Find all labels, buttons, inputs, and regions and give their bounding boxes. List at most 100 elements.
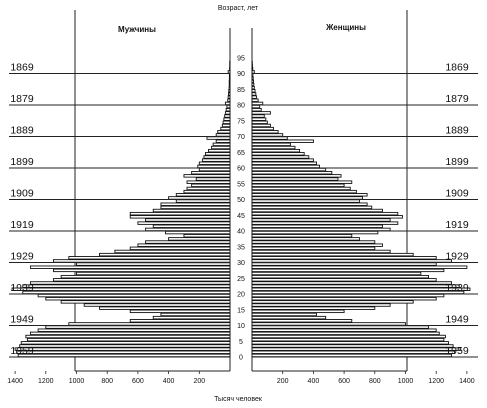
female-tick-label: 400: [308, 378, 320, 385]
age-tick-label: 50: [237, 197, 245, 204]
female-bar: [251, 120, 268, 125]
female-bar: [251, 126, 274, 131]
female-bar: [251, 89, 256, 93]
male-bar: [45, 325, 231, 329]
female-bar: [251, 108, 262, 112]
female-bar: [251, 95, 258, 99]
female-bar: [251, 341, 449, 345]
male-bars: [11, 60, 231, 358]
male-tick-label: 200: [193, 378, 205, 385]
male-bar: [175, 193, 231, 197]
female-bar: [251, 278, 437, 282]
male-bar: [186, 180, 231, 184]
male-bar: [224, 111, 231, 115]
female-bar: [251, 243, 383, 247]
birth-year-label-right: 1889: [445, 125, 469, 137]
female-bar: [251, 208, 383, 213]
male-panel-label: Мужчины: [118, 25, 156, 34]
male-bar: [19, 344, 231, 348]
female-bar: [251, 136, 288, 140]
female-tick-label: 600: [338, 378, 350, 385]
male-bar: [227, 95, 231, 99]
male-bar: [228, 85, 231, 90]
female-bar: [251, 152, 305, 156]
birth-year-label-left: 1919: [10, 219, 34, 231]
birth-year-label-left: 1959: [10, 345, 34, 357]
age-tick-label: 60: [237, 166, 245, 173]
male-bar: [228, 76, 231, 80]
age-tick-label: 30: [237, 260, 245, 267]
birth-year-label-right: 1919: [445, 219, 469, 231]
male-bar: [183, 234, 231, 238]
female-bar: [251, 82, 255, 87]
male-bar: [53, 278, 231, 282]
female-bar: [251, 196, 363, 200]
female-tick-label: 1000: [398, 378, 414, 385]
age-tick-label: 65: [237, 150, 245, 157]
female-bar: [251, 186, 351, 191]
x-axis-ticks: 1400 1200 1000 800 600 400 200 200 400 600 800 1000…: [7, 371, 475, 385]
birth-year-label-left: 1879: [10, 93, 34, 105]
male-bar: [228, 79, 231, 84]
female-bar: [251, 256, 437, 260]
birth-year-label-right: 1869: [445, 62, 469, 74]
birth-year-label-right: 1879: [445, 93, 469, 105]
female-bar: [251, 123, 271, 128]
female-bar: [251, 325, 429, 329]
female-bar: [251, 142, 291, 147]
male-bar: [60, 274, 231, 279]
female-bar: [251, 249, 391, 254]
male-bar: [129, 211, 231, 216]
female-bar: [251, 303, 391, 307]
male-bar: [145, 240, 231, 244]
male-bar: [16, 350, 231, 354]
male-tick-label: 400: [163, 378, 175, 385]
female-bar: [251, 189, 357, 194]
female-bar: [251, 73, 254, 77]
female-bar: [251, 274, 429, 279]
male-bar: [227, 70, 231, 74]
age-tick-label: 55: [237, 181, 245, 188]
male-bar: [25, 334, 231, 339]
male-bar: [60, 300, 231, 304]
age-tick-label: 45: [237, 213, 245, 220]
male-bar: [129, 246, 231, 251]
age-tick-label: 35: [237, 244, 245, 251]
male-bar: [152, 224, 231, 228]
female-tick-label: 1400: [459, 378, 475, 385]
birth-year-label-right: 1899: [445, 156, 469, 168]
male-bar: [152, 208, 231, 213]
female-bar: [251, 167, 327, 172]
male-bar: [17, 353, 231, 358]
male-bar: [76, 262, 231, 266]
female-bar: [251, 240, 376, 244]
male-bar: [160, 205, 231, 210]
male-bar: [195, 177, 231, 181]
male-bar: [20, 341, 231, 345]
male-bar: [137, 243, 231, 247]
female-bar: [251, 133, 284, 137]
female-bar: [251, 98, 259, 102]
chart-title: Возраст, лет: [218, 5, 259, 12]
male-bar: [206, 136, 231, 140]
female-bar: [251, 180, 353, 184]
female-bar: [251, 155, 310, 159]
male-bar: [22, 284, 231, 288]
male-bar: [212, 142, 231, 147]
female-bar: [251, 353, 453, 358]
male-bar: [215, 133, 231, 137]
male-bar: [175, 199, 231, 203]
age-tick-label: 20: [237, 292, 245, 299]
female-bar: [251, 230, 379, 235]
x-axis-title: Тысяч человек: [214, 396, 263, 403]
birth-year-label-right: 1909: [445, 188, 469, 200]
male-bar: [211, 145, 231, 150]
female-bar: [251, 281, 453, 285]
male-bar: [228, 82, 231, 87]
female-bar: [251, 111, 271, 115]
male-bar: [224, 114, 231, 118]
female-bar: [251, 85, 255, 90]
male-bar: [160, 312, 231, 317]
female-bar: [251, 183, 345, 188]
age-tick-label: 85: [237, 87, 245, 94]
